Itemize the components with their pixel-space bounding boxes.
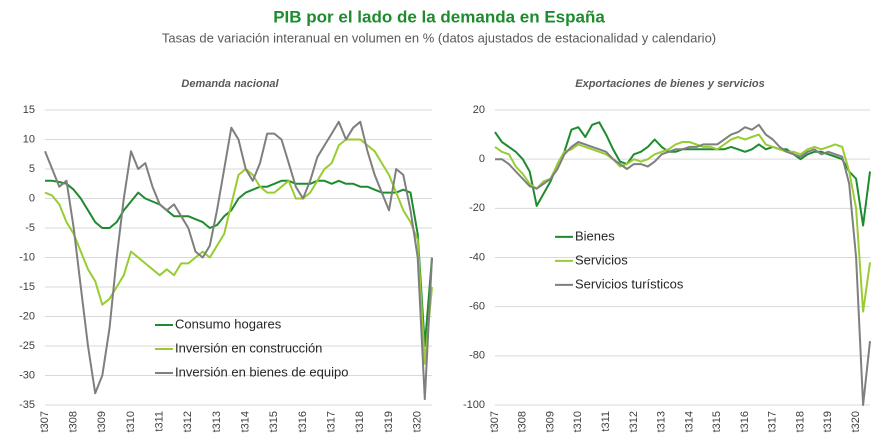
legend-label: Consumo hogares	[175, 316, 282, 331]
y-tick-label: -15	[19, 281, 35, 293]
legend-label: Inversión en construcción	[175, 340, 322, 355]
y-tick-label: -10	[19, 251, 35, 263]
x-tick-label: t309	[544, 411, 556, 432]
x-tick-label: t319	[383, 411, 395, 432]
series-line	[495, 123, 871, 406]
y-tick-label: -60	[469, 301, 485, 313]
series-line	[494, 133, 871, 313]
y-tick-label: -20	[469, 202, 485, 214]
x-tick-label: t320	[412, 411, 424, 432]
x-tick-label: t311	[154, 411, 166, 432]
x-tick-label: t315	[711, 411, 723, 432]
x-tick-label: t316	[297, 411, 309, 432]
y-tick-label: -5	[25, 222, 35, 234]
x-tick-label: t314	[240, 411, 252, 432]
y-tick-label: 15	[23, 104, 35, 116]
y-tick-label: -35	[19, 399, 35, 411]
y-tick-label: -40	[469, 251, 485, 263]
panel-title: Demanda nacional	[181, 78, 279, 90]
y-tick-label: -80	[469, 350, 485, 362]
y-tick-label: 0	[479, 153, 485, 165]
legend-label: Servicios	[575, 252, 628, 267]
x-tick-label: t313	[656, 411, 668, 432]
figure-subtitle: Tasas de variación interanual en volumen…	[162, 30, 716, 45]
x-tick-label: t318	[794, 411, 806, 432]
legend-label: Bienes	[575, 228, 615, 243]
x-tick-label: t312	[182, 411, 194, 432]
y-tick-label: -30	[19, 369, 35, 381]
x-tick-label: t307	[39, 411, 51, 432]
x-tick-label: t312	[628, 411, 640, 432]
legend-label: Servicios turísticos	[575, 276, 684, 291]
x-tick-label: t310	[572, 411, 584, 432]
x-tick-label: t311	[600, 411, 612, 432]
x-tick-label: t316	[739, 411, 751, 432]
x-tick-label: t308	[517, 411, 529, 432]
panel-title: Exportaciones de bienes y servicios	[575, 78, 765, 90]
x-tick-label: t317	[326, 411, 338, 432]
x-tick-label: t313	[211, 411, 223, 432]
x-tick-label: t307	[489, 411, 501, 432]
series-line	[45, 179, 433, 347]
x-tick-label: t320	[850, 411, 862, 432]
series-line	[494, 121, 871, 227]
y-tick-label: 20	[473, 104, 485, 116]
series-line	[44, 120, 433, 401]
series-line	[44, 138, 433, 365]
x-tick-label: t315	[268, 411, 280, 432]
x-tick-label: t317	[767, 411, 779, 432]
y-tick-label: -25	[19, 340, 35, 352]
legend-label: Inversión en bienes de equipo	[175, 364, 348, 379]
x-tick-label: t310	[125, 411, 137, 432]
figure-title: PIB por el lado de la demanda en España	[273, 7, 605, 26]
x-tick-label: t309	[96, 411, 108, 432]
x-tick-label: t319	[822, 411, 834, 432]
y-tick-label: 5	[29, 163, 35, 175]
y-tick-label: -20	[19, 310, 35, 322]
x-tick-label: t314	[683, 411, 695, 432]
y-tick-label: 0	[29, 192, 35, 204]
x-tick-label: t318	[354, 411, 366, 432]
y-tick-label: -100	[463, 399, 485, 411]
x-tick-label: t308	[68, 411, 80, 432]
y-tick-label: 10	[23, 133, 35, 145]
